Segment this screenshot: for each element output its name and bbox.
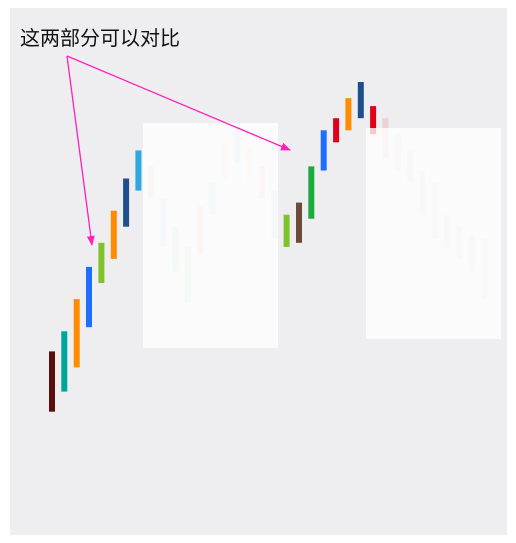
- highlight-region-right: [366, 128, 501, 339]
- bar-5: [98, 242, 105, 283]
- bar-8: [135, 150, 142, 191]
- bar-7: [123, 178, 130, 227]
- arrow-to-left-region: [66, 55, 95, 246]
- bar-2: [61, 331, 68, 392]
- bar-21: [296, 202, 302, 243]
- annotation-text: 这两部分可以对比: [20, 26, 180, 50]
- bar-25: [345, 98, 352, 131]
- bar-4: [86, 266, 92, 328]
- bar-1: [49, 351, 55, 412]
- arrow-to-right-region: [66, 55, 291, 151]
- bar-6: [110, 210, 117, 259]
- bar-22: [308, 166, 315, 219]
- bar-26: [357, 82, 364, 119]
- highlight-region-left: [143, 123, 278, 348]
- bar-23: [320, 130, 327, 171]
- bar-27: [370, 106, 377, 135]
- bar-3: [73, 299, 80, 368]
- bar-24: [333, 118, 340, 143]
- bar-20: [283, 214, 290, 247]
